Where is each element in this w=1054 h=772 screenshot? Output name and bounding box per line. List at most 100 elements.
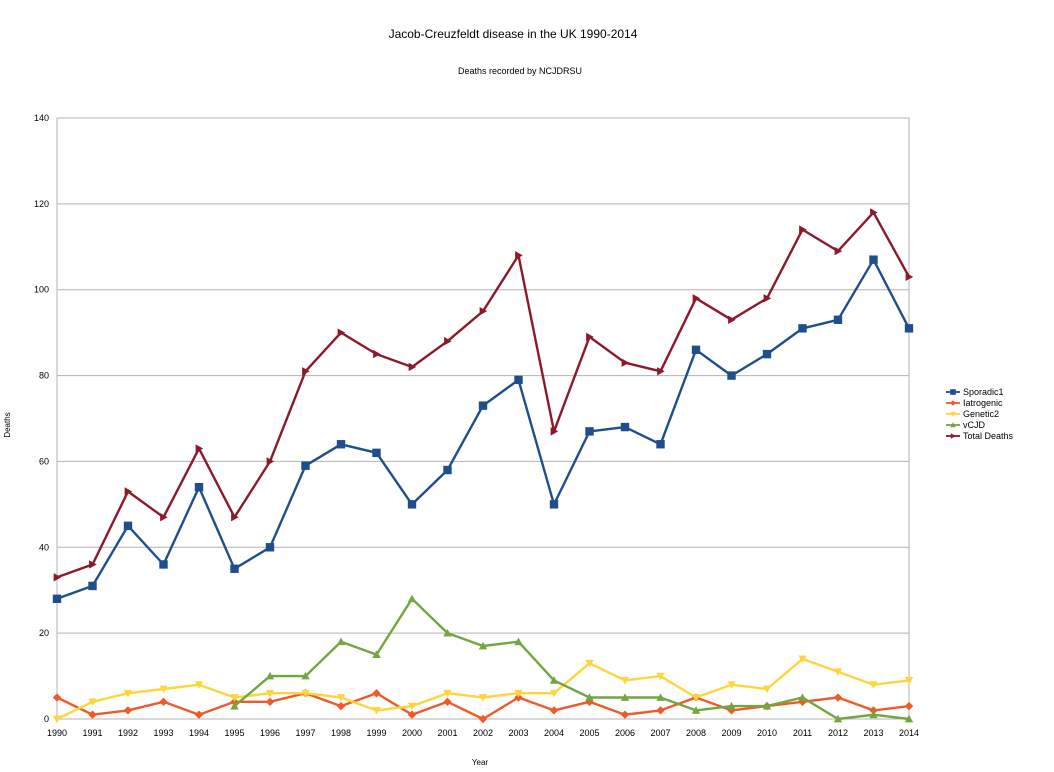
x-tick-label: 2010 — [757, 728, 777, 738]
data-point-genetic2: 2008: 5 — [691, 694, 701, 702]
data-point-sporadic1: 2011: 91 — [798, 324, 807, 333]
data-point-vcjd: 2008: 2 — [691, 706, 701, 714]
x-tick-label: 1996 — [260, 728, 280, 738]
legend-label: vCJD — [963, 420, 985, 430]
data-point-genetic2: 2012: 11 — [833, 668, 843, 676]
data-point-iatrogenic: 1998: 3 — [336, 701, 346, 711]
data-point-sporadic1: 2004: 50 — [549, 500, 559, 509]
x-tick-label: 2000 — [402, 728, 422, 738]
data-point-iatrogenic: 1991: 1 — [88, 710, 97, 719]
data-point-total-deaths: 2013: 118 — [870, 208, 878, 217]
data-point-iatrogenic: 2004: 2 — [549, 706, 559, 715]
x-tick-label: 1990 — [47, 728, 67, 738]
data-point-genetic2: 1998: 5 — [336, 694, 346, 702]
data-point-sporadic1: 1997: 59 — [301, 461, 310, 470]
data-point-iatrogenic: 1994: 1 — [194, 710, 204, 719]
x-tick-label: 2011 — [793, 728, 812, 738]
data-point-sporadic1: 2003: 79 — [514, 375, 523, 385]
legend-label: Iatrogenic — [963, 398, 1003, 408]
data-point-genetic2: 2011: 14 — [798, 655, 807, 664]
y-tick-label: 0 — [44, 714, 49, 724]
y-tick-label: 100 — [34, 285, 49, 295]
x-tick-label: 2013 — [863, 728, 883, 738]
data-point-total-deaths: 1995: 47 — [231, 513, 239, 522]
data-point-sporadic1: 2001: 58 — [443, 465, 452, 475]
data-point-genetic2: 1990: 0 — [52, 715, 62, 724]
data-point-sporadic1: 2006: 68 — [620, 422, 630, 432]
gridlines — [56, 117, 910, 720]
data-point-genetic2: 1991: 4 — [88, 698, 97, 707]
x-tick-label: 1993 — [153, 728, 173, 738]
data-point-total-deaths: 2004: 67 — [550, 427, 559, 436]
data-point-iatrogenic: 2012: 5 — [833, 693, 843, 702]
x-tick-label: 2006 — [615, 728, 635, 738]
data-point-iatrogenic: 2002: 0 — [478, 714, 488, 724]
data-point-genetic2: 2000: 3 — [407, 702, 417, 711]
data-point-genetic2: 2010: 7 — [762, 685, 772, 694]
data-point-total-deaths: 1997: 81 — [302, 367, 310, 376]
series-line-vcjd — [233, 597, 910, 721]
data-point-iatrogenic: 2014: 3 — [904, 701, 914, 711]
legend-label: Sporadic1 — [963, 387, 1004, 397]
x-tick-label: 2003 — [508, 728, 528, 738]
data-point-genetic2: 1992: 6 — [123, 689, 133, 698]
y-tick-label: 40 — [39, 542, 49, 552]
data-point-total-deaths: 2009: 93 — [728, 315, 736, 324]
data-point-vcjd: 1997: 10 — [301, 671, 310, 680]
legend-marker — [950, 400, 956, 406]
data-point-sporadic1: 2009: 80 — [727, 371, 736, 380]
data-point-total-deaths: 1990: 33 — [53, 573, 62, 582]
series-iatrogenic: 1990: 5 1991: 1 1992: 2 1993: 4 1994: 1 1995:… — [52, 689, 914, 724]
plot-area-border — [56, 117, 910, 720]
data-point-genetic2: 1995: 5 — [230, 694, 239, 702]
legend-marker — [950, 389, 956, 395]
data-point-iatrogenic: 1999: 6 — [372, 689, 381, 698]
data-point-sporadic1: 2005: 67 — [585, 427, 594, 436]
y-tick-label: 80 — [39, 371, 49, 381]
data-point-total-deaths: 1999: 85 — [373, 349, 381, 359]
legend-label: Total Deaths — [963, 431, 1014, 441]
data-point-vcjd: 2014: 0 — [904, 714, 914, 723]
data-point-iatrogenic: 1992: 2 — [123, 706, 133, 715]
data-point-total-deaths: 1998: 90 — [337, 328, 346, 337]
data-point-total-deaths: 1991: 36 — [89, 560, 97, 569]
data-point-sporadic1: 1990: 28 — [52, 594, 62, 603]
data-point-vcjd: 1998: 18 — [336, 637, 346, 646]
x-tick-label: 2004 — [544, 728, 564, 738]
data-point-vcjd: 2004: 9 — [549, 676, 559, 684]
data-point-genetic2: 2005: 13 — [585, 659, 594, 668]
data-point-sporadic1: 2000: 50 — [407, 500, 417, 509]
data-point-sporadic1: 2002: 73 — [478, 401, 488, 410]
series-total-deaths: 1990: 33 1991: 36 1992: 53 1993: 47 1994: 63… — [53, 208, 914, 582]
data-point-vcjd: 2002: 17 — [478, 641, 488, 650]
data-point-sporadic1: 2008: 86 — [691, 345, 701, 355]
data-point-total-deaths: 2005: 89 — [586, 332, 594, 342]
data-point-sporadic1: 1992: 45 — [123, 521, 133, 531]
y-tick-label: 140 — [34, 113, 49, 123]
data-point-genetic2: 2004: 6 — [549, 689, 559, 698]
data-point-vcjd: 2005: 5 — [585, 693, 594, 701]
data-point-genetic2: 2009: 8 — [727, 681, 736, 689]
data-point-iatrogenic: 1990: 5 — [52, 693, 62, 702]
legend-item-genetic2: Genetic2 — [946, 409, 999, 419]
legend-marker — [950, 411, 956, 417]
x-axis-label: Year — [472, 758, 489, 767]
data-point-total-deaths: 2011: 114 — [799, 225, 807, 234]
legend-item-sporadic1: Sporadic1 — [946, 387, 1004, 397]
data-point-vcjd: 1996: 10 — [265, 671, 275, 680]
data-point-genetic2: 2014: 9 — [904, 677, 914, 685]
chart-title: Jacob-Creuzfeldt disease in the UK 1990-… — [389, 27, 638, 41]
series-line-total-deaths — [56, 211, 911, 579]
data-point-vcjd: 2003: 18 — [514, 637, 523, 646]
data-point-total-deaths: 1993: 47 — [160, 513, 168, 522]
data-point-total-deaths: 2001: 88 — [444, 337, 452, 346]
data-point-sporadic1: 2013: 107 — [869, 255, 878, 264]
data-point-iatrogenic: 2013: 2 — [869, 706, 878, 715]
axes: 0 20 40 60 80 100 120 140 1990 1991 1992 1993 1994 19… — [34, 113, 919, 738]
x-tick-label: 2007 — [650, 728, 670, 738]
series-genetic2: 1990: 0 1991: 4 1992: 6 1993: 7 1994: 8 1995:… — [52, 655, 914, 724]
data-point-vcjd: 2006: 5 — [620, 693, 630, 701]
chart-subtitle: Deaths recorded by NCJDRSU — [458, 66, 582, 76]
